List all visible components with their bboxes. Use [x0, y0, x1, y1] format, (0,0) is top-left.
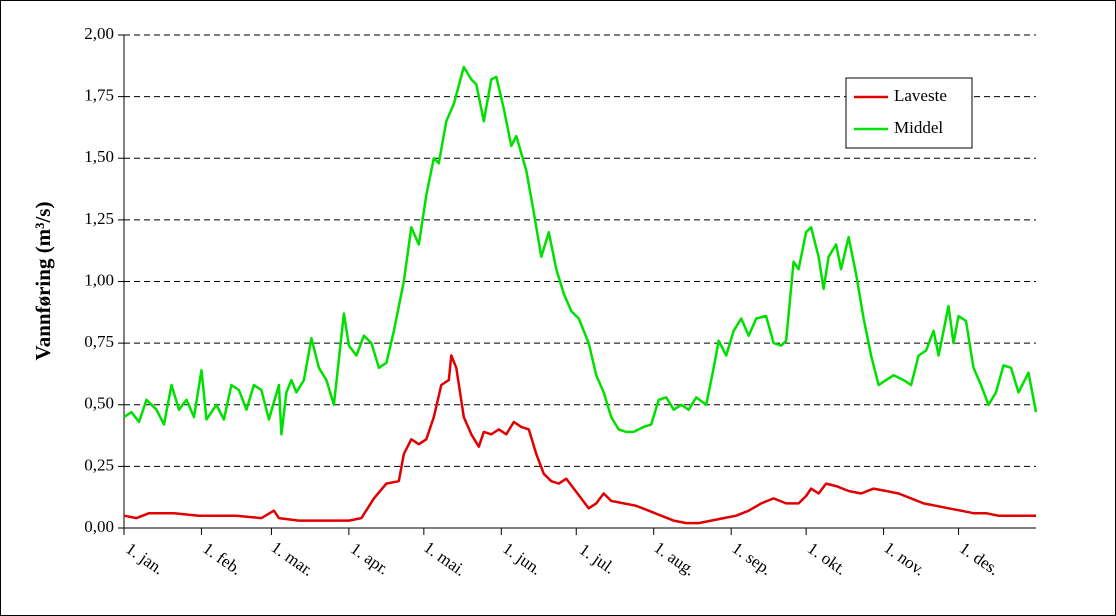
y-tick-label: 0,00	[84, 517, 114, 536]
y-tick-label: 1,75	[84, 86, 114, 105]
series-line	[123, 65, 1038, 436]
y-tick-label: 0,25	[84, 455, 114, 474]
y-tick-label: 1,00	[84, 270, 114, 289]
y-tick-label: 1,50	[84, 147, 114, 166]
y-tick-label: 1,25	[84, 209, 114, 228]
legend-label: Laveste	[894, 86, 947, 105]
legend-label: Middel	[894, 118, 943, 137]
y-axis-label: Vannføring (m³/s)	[31, 202, 55, 361]
y-tick-label: 0,50	[84, 394, 114, 413]
y-tick-label: 0,75	[84, 332, 114, 351]
legend-box	[845, 77, 973, 149]
series-line	[123, 354, 1036, 525]
y-tick-label: 2,00	[84, 24, 114, 43]
